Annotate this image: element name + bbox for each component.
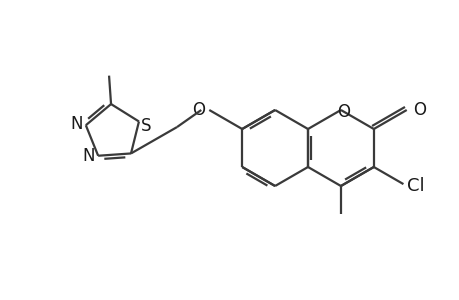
Text: O: O <box>192 101 205 119</box>
Text: O: O <box>336 103 350 121</box>
Text: N: N <box>83 147 95 165</box>
Text: O: O <box>412 101 425 119</box>
Text: N: N <box>70 115 83 133</box>
Text: S: S <box>140 116 151 134</box>
Text: Cl: Cl <box>407 177 424 195</box>
